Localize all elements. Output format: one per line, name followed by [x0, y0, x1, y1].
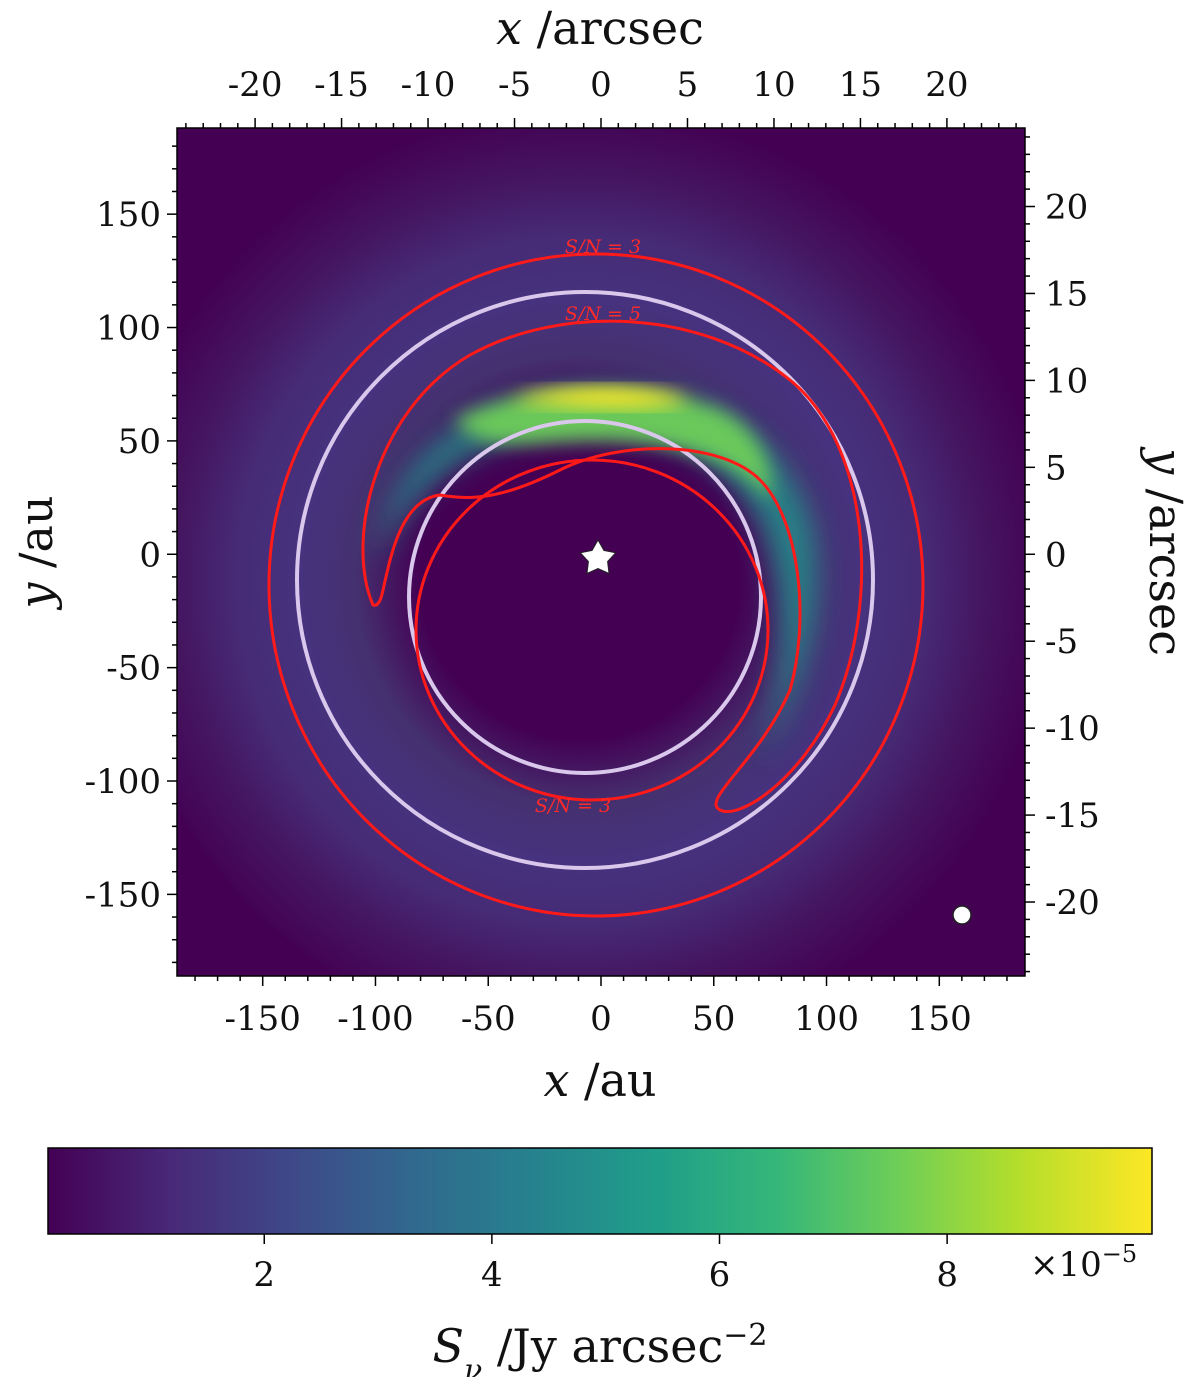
x-tick-label-bottom: -150 [225, 999, 301, 1039]
sn3-inner-contour [414, 458, 770, 802]
x-tick-label-top: 20 [925, 65, 968, 105]
y-axis-title-right: y /arcsec [1139, 446, 1193, 656]
x-tick-label-top: 0 [590, 65, 612, 105]
x-axis-title-top: x /arcsec [496, 1, 704, 55]
colorbar-scale: ×10−5 [1030, 1240, 1137, 1285]
y-tick-label-right: -15 [1045, 796, 1100, 836]
x-tick-label-bottom: -50 [461, 999, 516, 1039]
y-tick-label-right: -5 [1045, 622, 1078, 662]
x-axis-title-bottom: x /au [543, 1053, 656, 1107]
bright-crescent-peak [510, 387, 690, 408]
y-tick-label-right: 0 [1045, 535, 1067, 575]
y-tick-label-left: 0 [139, 535, 161, 575]
y-tick-label-right: 5 [1045, 448, 1067, 488]
y-tick-label-left: 50 [118, 422, 161, 462]
y-tick-label-left: -50 [106, 649, 161, 689]
colorbar-tick-label: 4 [481, 1255, 503, 1295]
y-tick-label-left: -100 [85, 762, 161, 802]
x-tick-label-bottom: 100 [794, 999, 859, 1039]
y-tick-label-right: 15 [1045, 274, 1088, 314]
contour-label-sn3-bottom: S/N = 3 [535, 795, 611, 817]
model-ring-outer [295, 290, 875, 870]
y-tick-label-left: 150 [96, 195, 161, 235]
x-tick-label-top: 5 [677, 65, 699, 105]
y-tick-label-right: 10 [1045, 361, 1088, 401]
contour-label-sn5: S/N = 5 [565, 303, 641, 325]
colorbar-tick-label: 6 [709, 1255, 731, 1295]
x-tick-label-top: -5 [498, 65, 531, 105]
colorbar-tick-label: 8 [936, 1255, 958, 1295]
y-tick-label-left: -150 [85, 875, 161, 915]
colorbar-tick-label: 2 [253, 1255, 275, 1295]
y-tick-label-right: 20 [1045, 188, 1088, 228]
y-tick-label-right: -20 [1045, 883, 1100, 923]
axis-ticks [167, 118, 1035, 986]
star-icon [579, 538, 617, 575]
x-tick-label-top: 15 [839, 65, 882, 105]
image-plot: S/N = 3 S/N = 5 S/N = 3 [177, 128, 1025, 976]
colorbar-ticks: 2 4 6 8 [253, 1234, 958, 1295]
model-ring-inner [407, 419, 763, 775]
y-tick-label-left: 100 [96, 309, 161, 349]
x-tick-label-bottom: 150 [907, 999, 972, 1039]
x-tick-label-top: -15 [314, 65, 369, 105]
sn3-outer-contour [267, 252, 925, 918]
axis-tick-labels: -150 -100 -50 0 50 100 150150100500-50-100-150… [85, 65, 1100, 1039]
x-tick-label-top: 10 [752, 65, 795, 105]
x-tick-label-top: -10 [401, 65, 456, 105]
x-tick-label-bottom: -100 [337, 999, 413, 1039]
contour-label-sn3-top: S/N = 3 [565, 236, 641, 258]
colorbar-label: Sν /Jy arcsec−2 [433, 1318, 768, 1377]
x-tick-label-top: -20 [228, 65, 283, 105]
beam-icon [952, 905, 972, 925]
bright-crescent-core [455, 389, 771, 500]
x-tick-label-bottom: 0 [590, 999, 612, 1039]
x-tick-label-bottom: 50 [692, 999, 735, 1039]
y-tick-label-right: -10 [1045, 709, 1100, 749]
y-axis-title-left: y /au [9, 495, 63, 610]
sn5-contour [361, 319, 864, 813]
colorbar [47, 1147, 1153, 1235]
